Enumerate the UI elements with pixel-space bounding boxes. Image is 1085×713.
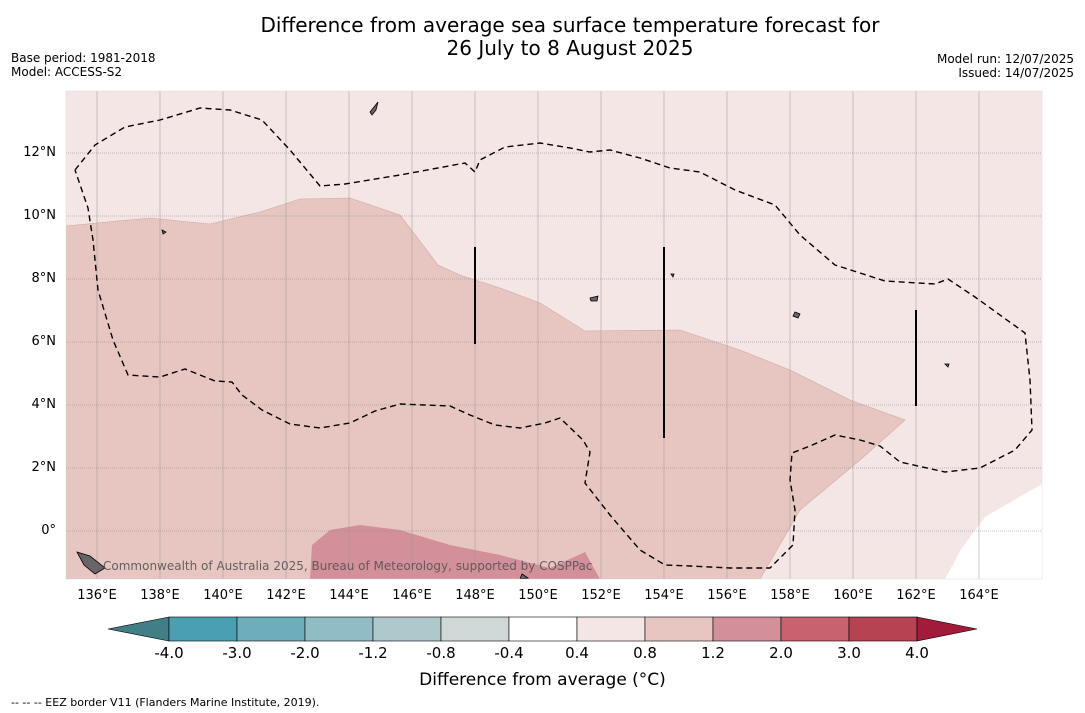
colorbar-bin [372, 616, 442, 642]
title-line-2: 26 July to 8 August 2025 [446, 36, 694, 60]
base-period: Base period: 1981-2018 [11, 51, 156, 65]
lon-label: 136°E [77, 588, 117, 603]
colorbar-bin [576, 616, 646, 642]
colorbar-bin [848, 616, 918, 642]
lon-label: 162°E [896, 588, 936, 603]
lat-label: 2°N [31, 460, 57, 475]
title-line-1: Difference from average sea surface temp… [260, 13, 880, 37]
footnote: -- -- -- EEZ border V11 (Flanders Marine… [11, 696, 320, 709]
colorbar-tick: -0.8 [426, 644, 456, 662]
lon-label: 156°E [707, 588, 747, 603]
colorbar [107, 616, 978, 642]
colorbar-bin [508, 616, 578, 642]
colorbar-bin [168, 616, 238, 642]
colorbar-extend-high [916, 616, 978, 642]
colorbar-tick: 1.2 [701, 644, 725, 662]
colorbar-tick: 2.0 [769, 644, 793, 662]
colorbar-tick: -1.2 [358, 644, 388, 662]
colorbar-bin [304, 616, 374, 642]
model-name: Model: ACCESS-S2 [11, 65, 123, 79]
colorbar-tick: -4.0 [154, 644, 184, 662]
colorbar-bin [780, 616, 850, 642]
lat-label: 0° [41, 523, 56, 538]
model-run: Model run: 12/07/2025 [936, 52, 1074, 66]
eez-border-main [74, 107, 1033, 569]
colorbar-label: Difference from average (°C) [419, 670, 666, 690]
colorbar-tick: 0.4 [565, 644, 589, 662]
copyright-notice: Commonwealth of Australia 2025, Bureau o… [103, 559, 593, 573]
lon-label: 138°E [140, 588, 180, 603]
lon-label: 142°E [266, 588, 306, 603]
colorbar-tick: -0.4 [494, 644, 524, 662]
colorbar-tick: -3.0 [222, 644, 252, 662]
lon-label: 146°E [392, 588, 432, 603]
colorbar-bin [712, 616, 782, 642]
lon-label: 158°E [770, 588, 810, 603]
colorbar-tick: 0.8 [633, 644, 657, 662]
lon-label: 154°E [644, 588, 684, 603]
colorbar-tick: 4.0 [905, 644, 929, 662]
anomaly-region-mid [66, 197, 906, 579]
lat-label: 6°N [31, 334, 57, 349]
map-frame [65, 90, 1043, 580]
white-corner-region [945, 484, 1042, 579]
colorbar-extend-low [107, 616, 170, 642]
colorbar-tick: -2.0 [290, 644, 320, 662]
lon-label: 150°E [518, 588, 558, 603]
islands [76, 101, 950, 579]
colorbar-bin [236, 616, 306, 642]
colorbar-bin [644, 616, 714, 642]
issued-date: Issued: 14/07/2025 [958, 66, 1074, 80]
lat-label: 10°N [23, 208, 56, 223]
map-title: Difference from average sea surface temp… [0, 14, 1085, 60]
lat-label: 8°N [31, 271, 57, 286]
lon-label: 140°E [203, 588, 243, 603]
gap-markers [474, 247, 917, 438]
lon-label: 144°E [329, 588, 369, 603]
anomaly-region-high [310, 525, 600, 579]
lat-label: 4°N [31, 397, 57, 412]
meta-left: Base period: 1981-2018 Model: ACCESS-S2 [11, 51, 156, 79]
lon-label: 152°E [581, 588, 621, 603]
lon-label: 160°E [833, 588, 873, 603]
lat-label: 12°N [23, 145, 56, 160]
meta-right: Model run: 12/07/2025 Issued: 14/07/2025 [937, 52, 1074, 80]
colorbar-tick: 3.0 [837, 644, 861, 662]
lon-label: 164°E [959, 588, 999, 603]
lon-label: 148°E [455, 588, 495, 603]
colorbar-bin [440, 616, 510, 642]
